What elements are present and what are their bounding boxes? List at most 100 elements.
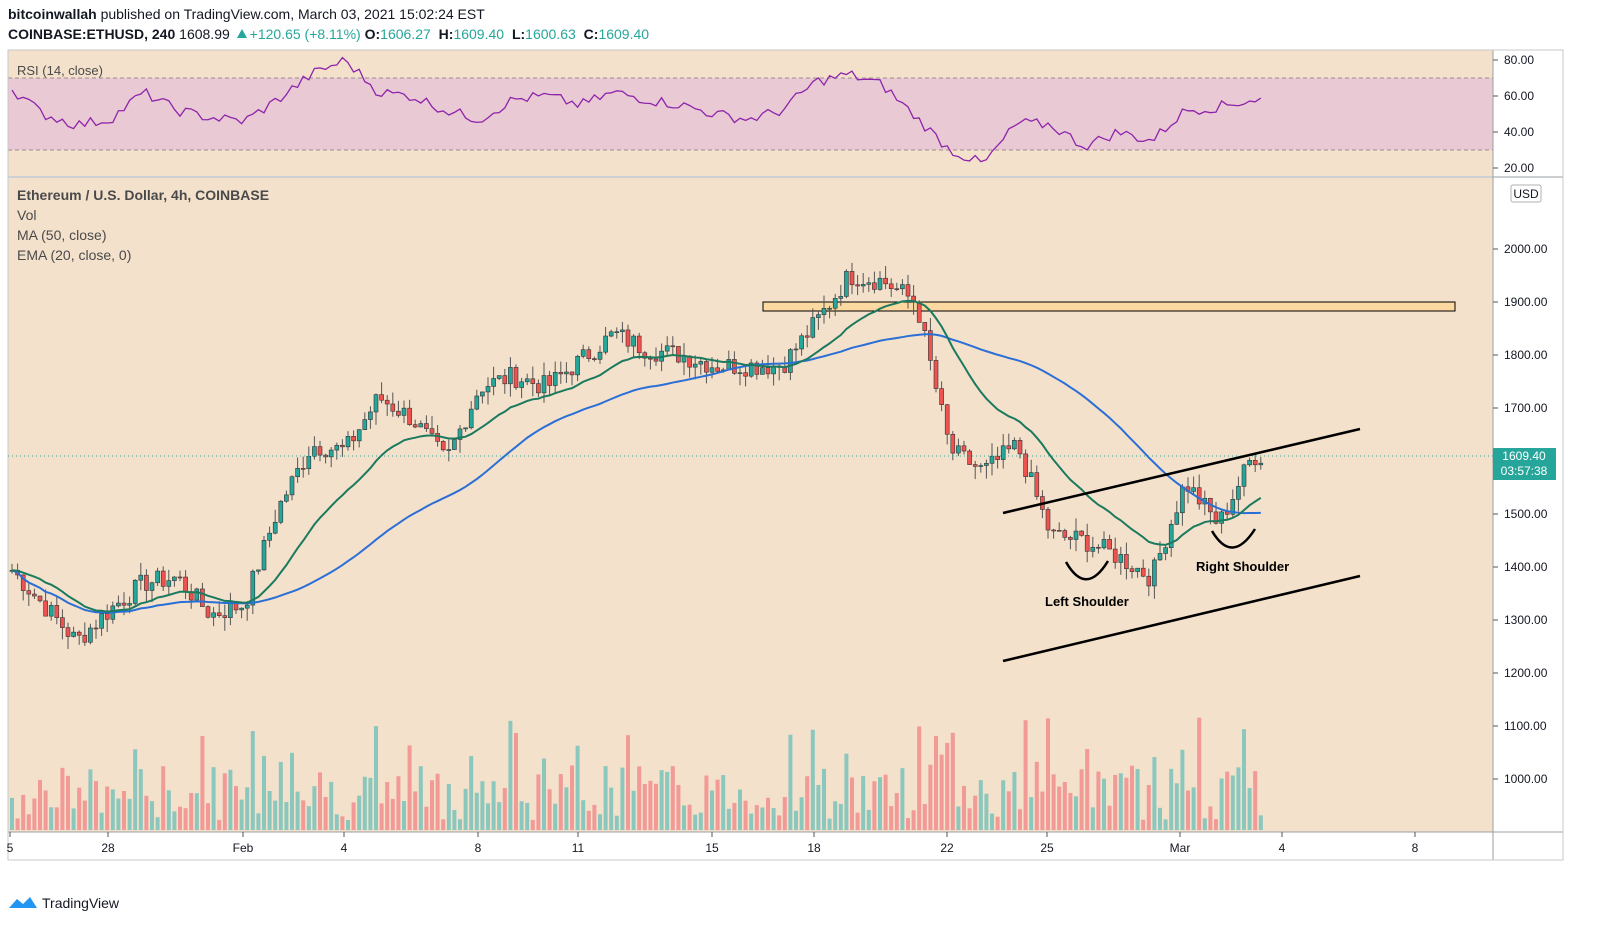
candle xyxy=(1096,546,1101,549)
rsi-line xyxy=(11,56,1262,163)
candle xyxy=(1101,539,1107,549)
volume-bar xyxy=(424,806,429,830)
ma-50-line xyxy=(11,333,1261,614)
volume-bar xyxy=(1236,767,1241,830)
volume-bar xyxy=(782,796,787,830)
candle xyxy=(558,371,564,375)
rsi-legend[interactable]: RSI (14, close) xyxy=(17,63,103,78)
candle xyxy=(1112,548,1118,563)
price-tick-label: 1800.00 xyxy=(1504,348,1548,362)
tradingview-logo[interactable]: TradingView xyxy=(8,895,119,911)
candle xyxy=(452,439,457,450)
candle xyxy=(1247,459,1252,466)
volume-bar xyxy=(1202,818,1207,830)
volume-bar xyxy=(928,764,933,830)
volume-bar xyxy=(1158,807,1162,830)
ema-20-line xyxy=(11,299,1262,613)
ema-legend[interactable]: EMA (20, close, 0) xyxy=(17,247,131,263)
candle xyxy=(20,574,26,591)
currency-badge[interactable] xyxy=(1510,184,1542,203)
vol-legend[interactable]: Vol xyxy=(17,207,36,223)
publisher-name[interactable]: bitcoinwallah xyxy=(8,6,97,22)
volume-bar xyxy=(626,735,630,830)
volume-bar xyxy=(1208,806,1213,830)
right-shoulder-label: Right Shoulder xyxy=(1196,559,1289,574)
candle xyxy=(1163,547,1168,554)
volume-bar xyxy=(850,777,854,830)
candle xyxy=(138,574,144,581)
candle xyxy=(939,388,944,405)
volume-bar xyxy=(1062,782,1067,830)
candle xyxy=(496,375,502,379)
candle xyxy=(575,355,580,376)
candle xyxy=(121,602,127,606)
candle xyxy=(502,375,508,385)
candle xyxy=(32,593,37,597)
candle xyxy=(804,335,810,338)
candle xyxy=(127,603,132,606)
candle xyxy=(1129,568,1135,572)
candle xyxy=(838,296,844,299)
volume-bar xyxy=(777,815,782,830)
candle xyxy=(54,605,60,618)
candle xyxy=(765,367,771,375)
ma-legend[interactable]: MA (50, close) xyxy=(17,227,106,243)
volume-bar xyxy=(497,802,502,830)
time-tick-label: 8 xyxy=(1412,841,1419,855)
candle xyxy=(1084,535,1090,552)
volume-bar xyxy=(362,776,367,830)
candle-layer xyxy=(9,262,1264,650)
candle xyxy=(323,454,328,458)
candle xyxy=(1045,509,1051,531)
volume-bar xyxy=(710,790,714,830)
volume-bar xyxy=(217,819,222,830)
price-tick-label: 1300.00 xyxy=(1504,613,1548,627)
high-label: H: xyxy=(438,26,454,42)
candle xyxy=(99,613,104,629)
candle xyxy=(390,403,396,412)
volume-bar xyxy=(105,786,110,830)
volume-bar xyxy=(542,758,546,830)
candle xyxy=(928,330,933,361)
candle xyxy=(26,590,32,595)
candle xyxy=(844,271,849,297)
volume-bar xyxy=(698,812,703,830)
candle xyxy=(536,383,541,394)
candle xyxy=(457,428,463,440)
candle xyxy=(1017,440,1023,455)
candle xyxy=(888,283,894,290)
volume-bar xyxy=(250,731,255,830)
candle xyxy=(1068,537,1073,540)
volume-bar xyxy=(872,781,877,830)
volume-bar xyxy=(413,791,418,830)
candle xyxy=(972,464,978,467)
volume-bar xyxy=(10,797,14,830)
volume-bar xyxy=(234,786,238,830)
candle xyxy=(1146,575,1152,587)
volume-bar xyxy=(620,767,625,830)
volume-bar xyxy=(687,804,692,830)
candle xyxy=(379,394,384,401)
time-tick-label: Feb xyxy=(233,841,254,855)
volume-bar xyxy=(21,794,26,830)
volume-bar xyxy=(1068,792,1073,830)
candle xyxy=(547,375,552,386)
candle xyxy=(172,576,177,581)
volume-bar xyxy=(452,809,457,830)
candle xyxy=(620,329,625,333)
candle xyxy=(1241,464,1247,487)
candle xyxy=(1252,459,1258,466)
volume-bar xyxy=(138,769,143,830)
volume-bar xyxy=(127,798,132,830)
volume-bar xyxy=(368,777,373,830)
volume-bar xyxy=(278,761,283,830)
volume-bar xyxy=(1012,771,1017,830)
countdown-label: 03:57:38 xyxy=(1501,464,1548,478)
rsi-tick-label: 80.00 xyxy=(1504,53,1534,67)
volume-bar xyxy=(407,745,412,830)
volume-bar xyxy=(822,768,826,830)
time-tick-label: 28 xyxy=(101,841,115,855)
volume-bar xyxy=(844,753,849,830)
price-scale: 1000.00 1100.00 1200.00 1300.00 1400.00 1500.… xyxy=(1493,242,1548,786)
